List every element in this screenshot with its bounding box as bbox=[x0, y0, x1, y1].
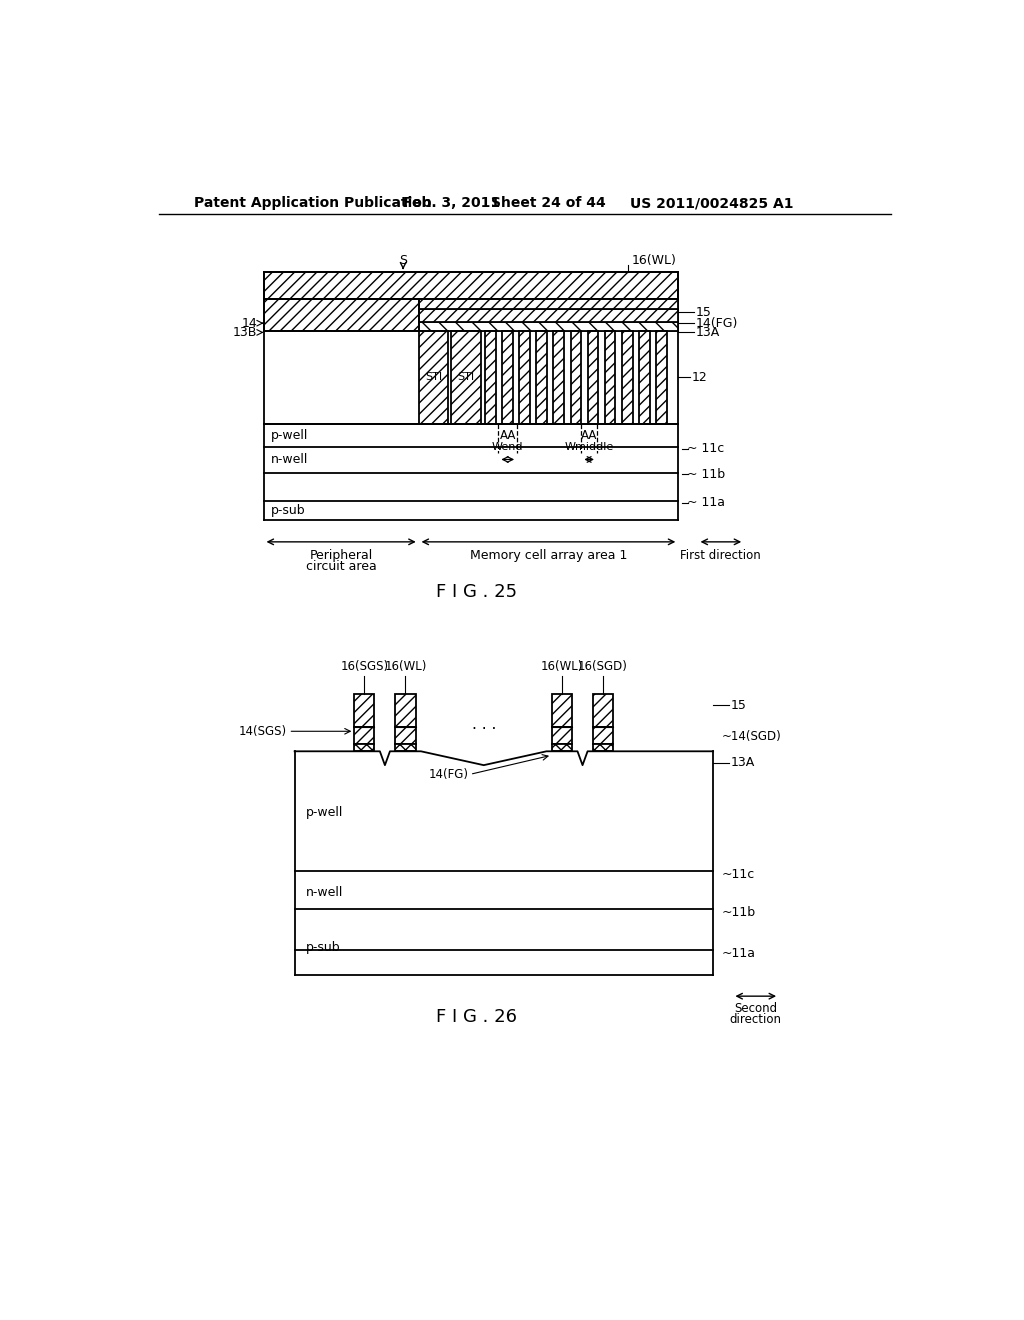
Text: ~ 11c: ~ 11c bbox=[687, 442, 724, 455]
Bar bbox=[485, 331, 496, 424]
Bar bbox=[354, 743, 375, 751]
Text: AA: AA bbox=[500, 429, 516, 442]
Text: 16(WL): 16(WL) bbox=[384, 660, 427, 673]
Bar bbox=[419, 298, 678, 309]
Text: Patent Application Publication: Patent Application Publication bbox=[194, 197, 432, 210]
Bar bbox=[552, 727, 572, 743]
Bar bbox=[593, 727, 613, 743]
Bar bbox=[354, 693, 375, 727]
Text: ~ 11a: ~ 11a bbox=[687, 496, 725, 510]
Text: 13B: 13B bbox=[233, 326, 257, 339]
Text: n-well: n-well bbox=[306, 886, 344, 899]
Bar bbox=[593, 693, 613, 727]
Text: ~11b: ~11b bbox=[722, 907, 756, 920]
Bar bbox=[263, 272, 678, 298]
Text: ~11c: ~11c bbox=[722, 869, 755, 880]
Bar bbox=[419, 331, 449, 424]
Text: p-sub: p-sub bbox=[306, 941, 341, 954]
Bar bbox=[537, 331, 547, 424]
Bar bbox=[419, 322, 678, 331]
Text: Second: Second bbox=[734, 1002, 777, 1015]
Text: Sheet 24 of 44: Sheet 24 of 44 bbox=[490, 197, 605, 210]
Bar bbox=[593, 743, 613, 751]
Text: F I G . 25: F I G . 25 bbox=[436, 583, 517, 601]
Text: F I G . 26: F I G . 26 bbox=[436, 1008, 517, 1026]
Text: 14(FG): 14(FG) bbox=[695, 317, 737, 330]
Text: 15: 15 bbox=[730, 698, 746, 711]
Text: . . .: . . . bbox=[471, 717, 496, 731]
Bar bbox=[452, 331, 480, 424]
Text: ~14(SGD): ~14(SGD) bbox=[722, 730, 781, 743]
Text: p-well: p-well bbox=[271, 429, 309, 442]
Bar bbox=[588, 331, 598, 424]
Bar bbox=[604, 331, 615, 424]
Text: direction: direction bbox=[730, 1012, 781, 1026]
Text: circuit area: circuit area bbox=[306, 560, 377, 573]
Text: Wmiddle: Wmiddle bbox=[564, 442, 613, 451]
Text: n-well: n-well bbox=[271, 453, 309, 466]
Text: ~ 11b: ~ 11b bbox=[687, 467, 725, 480]
Bar bbox=[503, 331, 513, 424]
Text: Peripheral: Peripheral bbox=[309, 549, 373, 562]
Bar bbox=[655, 331, 667, 424]
Bar bbox=[395, 743, 416, 751]
Bar bbox=[354, 727, 375, 743]
Bar bbox=[570, 331, 582, 424]
Text: Memory cell array area 1: Memory cell array area 1 bbox=[470, 549, 627, 562]
Bar bbox=[552, 693, 572, 727]
Text: First direction: First direction bbox=[681, 549, 761, 562]
Text: S: S bbox=[399, 253, 408, 267]
Text: 16(WL): 16(WL) bbox=[541, 660, 584, 673]
Bar bbox=[263, 298, 419, 331]
Text: 15: 15 bbox=[695, 306, 712, 319]
Text: 13A: 13A bbox=[695, 326, 720, 339]
Bar bbox=[622, 331, 633, 424]
Text: Feb. 3, 2011: Feb. 3, 2011 bbox=[403, 197, 501, 210]
Text: 16(SGD): 16(SGD) bbox=[579, 660, 628, 673]
Text: p-sub: p-sub bbox=[271, 504, 306, 517]
Text: STI: STI bbox=[425, 372, 442, 383]
Text: US 2011/0024825 A1: US 2011/0024825 A1 bbox=[630, 197, 794, 210]
Text: STI: STI bbox=[458, 372, 474, 383]
Text: AA: AA bbox=[581, 429, 597, 442]
Bar bbox=[639, 331, 649, 424]
Bar bbox=[419, 309, 678, 322]
Text: 14: 14 bbox=[242, 317, 257, 330]
Bar bbox=[395, 693, 416, 727]
Bar bbox=[554, 331, 564, 424]
Text: Wend: Wend bbox=[492, 442, 523, 451]
Text: 16(SGS): 16(SGS) bbox=[340, 660, 388, 673]
Text: 12: 12 bbox=[691, 371, 708, 384]
Text: p-well: p-well bbox=[306, 807, 344, 820]
Bar bbox=[395, 727, 416, 743]
Text: 13A: 13A bbox=[730, 756, 755, 770]
Text: ~11a: ~11a bbox=[722, 948, 756, 961]
Bar bbox=[552, 743, 572, 751]
Text: 16(WL): 16(WL) bbox=[632, 253, 677, 267]
Text: 14(SGS): 14(SGS) bbox=[239, 725, 287, 738]
Text: 14(FG): 14(FG) bbox=[428, 768, 468, 781]
Bar bbox=[519, 331, 530, 424]
